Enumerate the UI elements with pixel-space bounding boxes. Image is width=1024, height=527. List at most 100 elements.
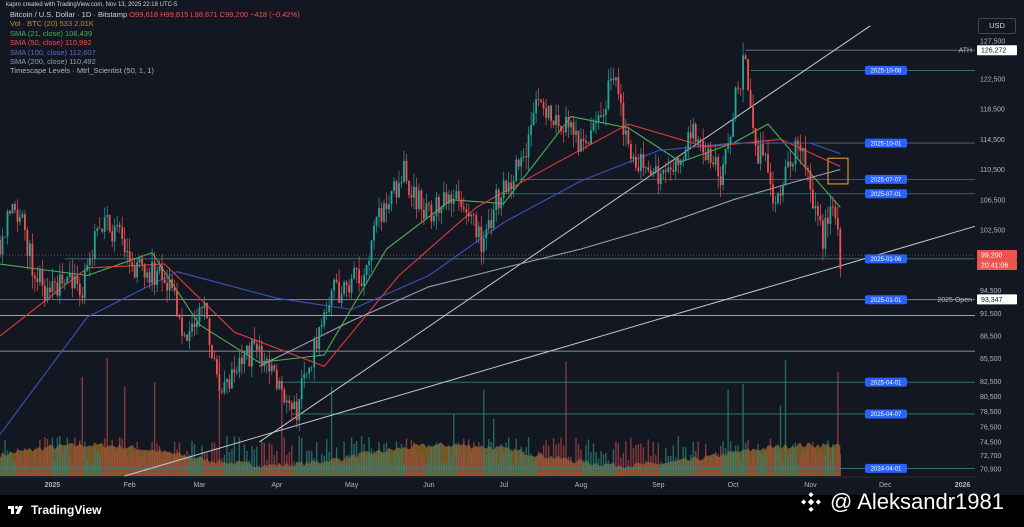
volume-bar [313,458,315,476]
volume-bar [143,453,146,476]
volume-bar [804,453,807,476]
candle-body [380,208,383,222]
time-axis[interactable]: 2025 Feb Mar Apr May Jun Jul Aug Sep Oct Nov Dec 202… [0,476,975,489]
volume-bar [318,464,320,476]
price-chart[interactable]: 2025-10-08 2025-10-01 2025-07-07 2025-07-01… [0,0,1024,495]
candle-body [742,55,744,90]
volume-bar [480,453,482,476]
candle-body [211,345,213,359]
tradingview-logo[interactable]: TradingView [8,503,101,517]
trendlines[interactable] [124,25,976,477]
price-axis[interactable]: 70,900 72,700 74,500 76,500 78,500 80,500 82,5… [977,38,1017,474]
volume-bar [809,462,812,476]
candle-body [575,130,577,135]
volume-bar [585,444,587,476]
candle-body [812,189,814,209]
candle-body [303,373,306,379]
candle-body [398,183,400,198]
candle-body [522,156,525,158]
volume-bar [428,457,430,476]
volume-bar [617,443,620,476]
candle-body [51,281,54,293]
date-tag-label: 2025-01-06 [871,257,902,263]
volume-bar [620,457,622,476]
candle-body [151,261,153,283]
candle-body [495,189,498,210]
candle-body [148,272,151,283]
candle-body [657,166,660,184]
volume-bar [650,455,652,476]
volume-bar [445,463,448,476]
currency-selector[interactable]: USD [978,18,1016,34]
tradingview-icon [8,506,23,514]
volume-bar [34,448,36,476]
volume-bar [168,451,171,476]
candle-body [550,105,552,121]
volume-bar [632,448,635,476]
ath-price-box [977,45,1017,56]
volume-bar [251,446,253,476]
volume-bar [665,448,667,476]
candle-body [318,327,321,349]
volume-bar [508,437,510,476]
candle-body [290,403,293,410]
countdown-label: 20:41:06 [981,263,1008,270]
candle-body [16,209,19,222]
candle-body [460,199,463,208]
candle-body [620,94,622,103]
candle-body [161,266,163,280]
candle-body [807,168,809,171]
time-tick-label: Feb [124,482,136,489]
candle-body [447,194,450,204]
candle-body [0,239,1,255]
candle-body [502,180,505,198]
volume-bar [96,451,98,476]
time-tick-label: Oct [728,482,739,489]
chart-panel[interactable]: 2025-10-08 2025-10-01 2025-07-07 2025-07-01… [0,0,1024,495]
candle-body [654,166,657,172]
volume-bar [540,454,542,476]
date-tag-label: 2024-04-01 [871,467,902,473]
volume-bar [610,463,612,476]
candle-body [58,274,61,296]
candle-body [824,217,827,249]
volume-bar [104,438,106,476]
volume-bar [493,419,495,476]
candle-body [98,228,101,230]
candle-body [704,152,707,160]
volume-bar [375,457,378,476]
candles-layer[interactable] [0,42,842,432]
ath-price-label: 126,272 [981,48,1006,55]
volume-bar [158,446,161,476]
legend-title-ohlc: Bitcoin / U.S. Dollar · 1D · Bitstamp O9… [10,10,300,19]
candle-body [231,369,233,389]
volume-bar [729,441,732,476]
time-tick-label: Jul [499,482,508,489]
price-tick-label: 88,500 [980,334,1002,341]
volume-bar [221,458,223,476]
legend-volume: Vol · BTC (20) 533 2.01K [10,19,94,29]
candle-body [505,180,508,193]
candle-body [196,321,198,328]
volume-bar [592,443,595,476]
volume-bar [191,440,193,476]
volume-bar [253,449,255,476]
candle-body [183,334,186,336]
date-tag-box [865,65,907,75]
candle-body [754,128,757,146]
candle-body [128,251,131,262]
volume-bar [832,444,834,476]
volume-bar [340,462,343,476]
volume-bar [410,440,413,476]
candle-body [717,157,720,177]
volume-bar [243,444,246,476]
volume-bar [789,454,792,476]
date-tag-box [865,174,907,184]
candle-body [829,206,832,224]
volume-bar [91,462,93,476]
highlight-box [827,157,849,185]
volume-bar [415,452,418,476]
volume-bar [490,441,492,476]
candle-body [31,243,34,276]
candle-body [320,325,323,327]
